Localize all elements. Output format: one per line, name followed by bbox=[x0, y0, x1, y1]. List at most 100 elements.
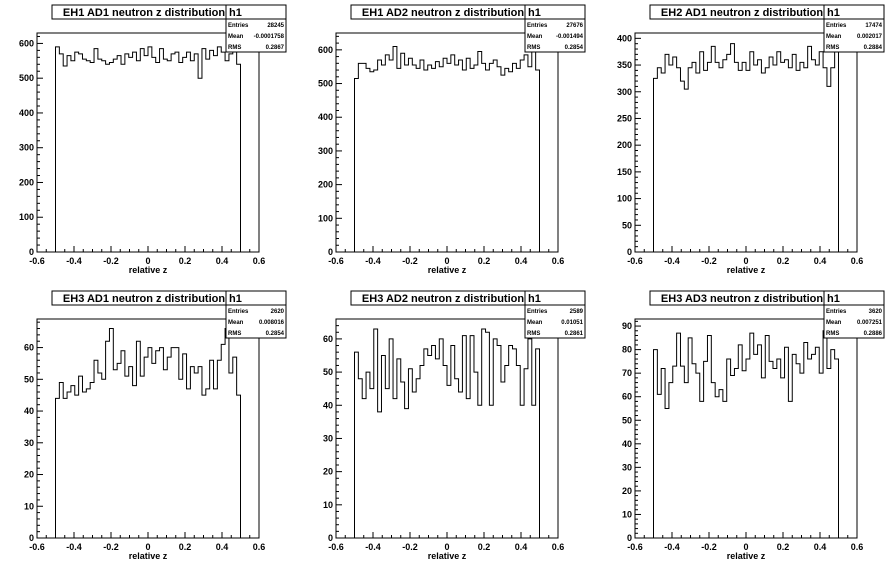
y-tick-label: 0 bbox=[29, 247, 34, 257]
stats-label: RMS bbox=[228, 45, 241, 51]
chart-title: EH3 AD3 neutron z distribution bbox=[661, 293, 823, 305]
plot-frame bbox=[335, 318, 559, 539]
histogram-panel-2: -0.6 -0.4 -0.2 0 0.2 0.4 0.6 0 100 200 300 400 500 60… bbox=[318, 4, 586, 275]
x-tick-label: -0.4 bbox=[66, 542, 82, 552]
x-tick-label: 0.4 bbox=[814, 256, 827, 266]
y-tick-label: 10 bbox=[622, 509, 632, 519]
y-tick-label: 50 bbox=[622, 220, 632, 230]
stats-label: Mean bbox=[826, 320, 842, 326]
x-tick-label: 0 bbox=[145, 542, 150, 552]
histogram-series bbox=[354, 328, 540, 538]
x-tick-label: 0.6 bbox=[851, 542, 864, 552]
stats-histogram-name: h1 bbox=[827, 7, 840, 19]
stats-label: RMS bbox=[228, 331, 241, 337]
x-tick-label: 0.4 bbox=[216, 542, 229, 552]
stats-value: 2620 bbox=[271, 309, 285, 315]
y-tick-label: 20 bbox=[622, 486, 632, 496]
x-tick-label: -0.6 bbox=[627, 542, 643, 552]
x-tick-label: -0.6 bbox=[328, 542, 344, 552]
x-tick-label: -0.2 bbox=[402, 256, 418, 266]
stats-box bbox=[524, 18, 586, 53]
x-tick-label: 0.2 bbox=[179, 256, 192, 266]
histogram-series bbox=[653, 43, 839, 252]
x-tick-label: -0.6 bbox=[29, 256, 45, 266]
y-tick-label: 600 bbox=[318, 45, 333, 55]
stats-box bbox=[524, 304, 586, 339]
stats-value: 27676 bbox=[566, 23, 583, 29]
stats-value: 0.008016 bbox=[259, 320, 285, 326]
stats-histogram-name: h1 bbox=[528, 7, 541, 19]
histogram-series bbox=[653, 330, 839, 538]
y-tick-label: 100 bbox=[617, 194, 632, 204]
y-tick-label: 200 bbox=[617, 140, 632, 150]
chart-title: EH3 AD1 neutron z distribution bbox=[63, 293, 225, 305]
y-tick-label: 500 bbox=[19, 73, 34, 83]
stats-value: 0.2886 bbox=[864, 331, 883, 337]
stats-value: 0.01051 bbox=[561, 320, 583, 326]
y-tick-label: 0 bbox=[328, 533, 333, 543]
y-tick-label: 0 bbox=[627, 533, 632, 543]
x-tick-label: -0.4 bbox=[664, 256, 680, 266]
y-tick-label: 400 bbox=[318, 112, 333, 122]
y-tick-label: 500 bbox=[318, 79, 333, 89]
stats-box bbox=[823, 18, 885, 53]
stats-histogram-name: h1 bbox=[229, 7, 242, 19]
y-tick-label: 60 bbox=[24, 343, 34, 353]
stats-value: 17474 bbox=[865, 23, 882, 29]
x-tick-label: -0.6 bbox=[328, 256, 344, 266]
y-tick-label: 300 bbox=[318, 146, 333, 156]
stats-label: Mean bbox=[527, 34, 543, 40]
y-tick-label: 50 bbox=[622, 415, 632, 425]
y-tick-label: 600 bbox=[19, 38, 34, 48]
histogram-series bbox=[55, 328, 241, 538]
chart-title: EH1 AD2 neutron z distribution bbox=[362, 7, 524, 19]
histogram-series bbox=[354, 45, 540, 252]
x-tick-label: 0.6 bbox=[552, 542, 565, 552]
x-tick-label: 0.4 bbox=[515, 542, 528, 552]
y-tick-label: 30 bbox=[24, 438, 34, 448]
x-tick-label: 0 bbox=[743, 542, 748, 552]
stats-label: RMS bbox=[527, 45, 540, 51]
stats-box bbox=[225, 18, 287, 53]
histogram-panel-3: -0.6 -0.4 -0.2 0 0.2 0.4 0.6 0 50 100 150 200 250 300… bbox=[617, 4, 885, 275]
y-tick-label: 0 bbox=[328, 247, 333, 257]
y-tick-label: 20 bbox=[323, 467, 333, 477]
x-tick-label: 0.2 bbox=[179, 542, 192, 552]
y-tick-label: 30 bbox=[323, 433, 333, 443]
stats-histogram-name: h1 bbox=[827, 293, 840, 305]
x-tick-label: 0 bbox=[444, 542, 449, 552]
y-tick-label: 10 bbox=[323, 500, 333, 510]
y-tick-label: 200 bbox=[318, 180, 333, 190]
plot-frame bbox=[634, 318, 858, 539]
x-tick-label: 0.6 bbox=[851, 256, 864, 266]
stats-value: 0.2867 bbox=[266, 45, 285, 51]
x-tick-label: 0.2 bbox=[478, 256, 491, 266]
y-tick-label: 10 bbox=[24, 501, 34, 511]
y-tick-label: 70 bbox=[622, 368, 632, 378]
chart-title: EH1 AD1 neutron z distribution bbox=[63, 7, 225, 19]
y-tick-label: 150 bbox=[617, 167, 632, 177]
x-axis-label: relative z bbox=[727, 551, 766, 561]
x-tick-label: -0.4 bbox=[66, 256, 82, 266]
x-tick-label: -0.6 bbox=[627, 256, 643, 266]
y-tick-label: 250 bbox=[617, 113, 632, 123]
y-tick-label: 40 bbox=[323, 400, 333, 410]
y-tick-label: 0 bbox=[627, 247, 632, 257]
histogram-panel-1: -0.6 -0.4 -0.2 0 0.2 0.4 0.6 0 100 200 300 400 500 60… bbox=[19, 4, 287, 275]
stats-label: Entries bbox=[826, 23, 847, 29]
y-tick-label: 0 bbox=[29, 533, 34, 543]
stats-value: 0.2854 bbox=[266, 331, 285, 337]
y-tick-label: 40 bbox=[24, 406, 34, 416]
stats-value: 0.2861 bbox=[565, 331, 584, 337]
stats-box bbox=[225, 304, 287, 339]
x-tick-label: -0.2 bbox=[103, 542, 119, 552]
x-tick-label: 0.4 bbox=[216, 256, 229, 266]
y-tick-label: 400 bbox=[19, 108, 34, 118]
plot-frame bbox=[335, 32, 559, 253]
stats-label: Entries bbox=[228, 23, 249, 29]
y-tick-label: 300 bbox=[19, 143, 34, 153]
stats-value: 28245 bbox=[267, 23, 284, 29]
x-axis-label: relative z bbox=[129, 265, 168, 275]
y-tick-label: 50 bbox=[24, 374, 34, 384]
